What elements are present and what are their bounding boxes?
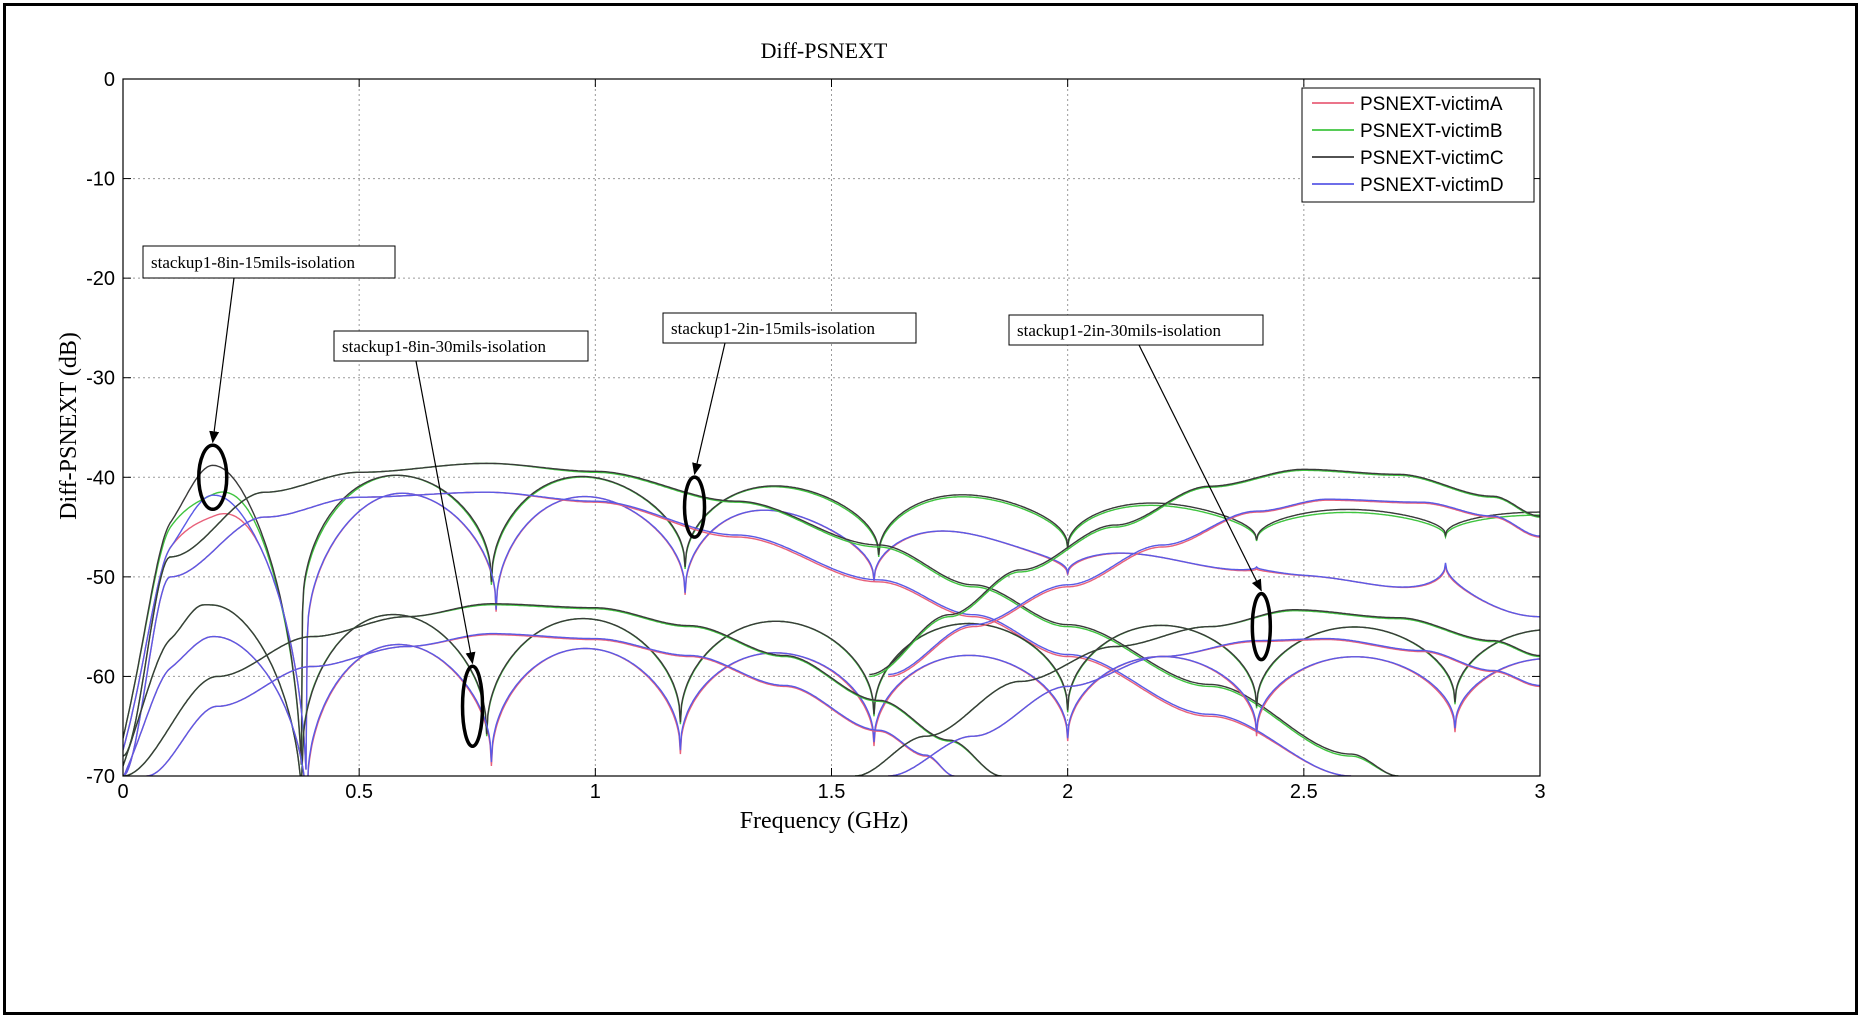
series-line-psnext-victimb — [869, 469, 1540, 678]
x-tick-label: 0 — [117, 781, 128, 803]
y-tick-label: 0 — [104, 69, 115, 91]
series-line-psnext-victimd — [123, 492, 1540, 770]
x-tick-label: 1.5 — [818, 781, 846, 803]
annotation: stackup1-2in-15mils-isolation — [662, 312, 917, 539]
curve-group — [123, 464, 1540, 770]
x-tick-label: 0.5 — [345, 781, 373, 803]
x-axis-label: Frequency (GHz) — [740, 808, 909, 834]
annotation-label: stackup1-8in-30mils-isolation — [342, 337, 546, 356]
series-line-psnext-victimc — [855, 609, 1540, 776]
series-line-psnext-victimd — [123, 635, 1540, 776]
series-line-psnext-victimd — [123, 491, 1352, 776]
curve-group — [855, 609, 1540, 776]
curve-group — [123, 462, 1399, 776]
series-line-psnext-victimc — [123, 462, 1399, 776]
y-axis-label: Diff-PSNEXT (dB) — [56, 332, 82, 520]
legend-label: PSNEXT-victimC — [1360, 148, 1504, 169]
annotation-arrow — [209, 277, 235, 444]
series-line-psnext-victimc — [123, 603, 1002, 776]
chart-title: Diff-PSNEXT — [761, 38, 888, 63]
y-tick-label: -70 — [86, 766, 115, 788]
x-tick-label: 1 — [590, 781, 601, 803]
curve-group — [869, 468, 1540, 678]
curves — [123, 462, 1540, 776]
annotation: stackup1-2in-30mils-isolation — [1008, 314, 1273, 662]
annotation-ellipse — [196, 443, 229, 512]
annotation-ellipse — [460, 664, 485, 749]
y-tick-label: -50 — [86, 567, 115, 589]
y-tick-label: -20 — [86, 268, 115, 290]
annotation-arrow — [692, 342, 726, 476]
series-line-psnext-victimd — [146, 632, 955, 776]
annotation-arrow — [1138, 344, 1262, 592]
y-tick-label: -40 — [86, 467, 115, 489]
legend-label: PSNEXT-victimB — [1360, 121, 1503, 142]
x-tick-label: 2 — [1062, 781, 1073, 803]
series-line-psnext-victimd — [888, 498, 1540, 676]
grid — [123, 79, 1540, 776]
series-line-psnext-victimc — [869, 468, 1540, 676]
legend-box — [1301, 87, 1535, 203]
series-line-psnext-victimc — [123, 464, 1540, 765]
y-tick-label: -60 — [86, 666, 115, 688]
legend-label: PSNEXT-victimA — [1360, 94, 1503, 115]
series-line-psnext-victimd — [888, 637, 1540, 776]
x-tick-label: 2.5 — [1290, 781, 1318, 803]
series-line-psnext-victimb — [123, 474, 1540, 765]
annotation-ellipse — [1250, 591, 1273, 662]
annotations: stackup1-8in-15mils-isolation stackup1-8i… — [142, 245, 1273, 749]
annotation-arrow — [415, 360, 476, 665]
axes: 0 0.5 1 1.5 2 2.5 3 0 -10 -20 -30 -40 -50 -60 -70 — [86, 69, 1545, 803]
figure-frame: 0 0.5 1 1.5 2 2.5 3 0 -10 -20 -30 -40 -50 -60 -70 stac… — [3, 3, 1858, 1015]
x-tick-label: 3 — [1534, 781, 1545, 803]
annotation: stackup1-8in-15mils-isolation — [142, 245, 396, 512]
annotation-box — [1008, 314, 1264, 346]
annotation: stackup1-8in-30mils-isolation — [333, 330, 589, 749]
chart: 0 0.5 1 1.5 2 2.5 3 0 -10 -20 -30 -40 -50 -60 -70 stac… — [56, 38, 1546, 834]
legend: PSNEXT-victimA PSNEXT-victimB PSNEXT-victi… — [1301, 87, 1535, 203]
annotation-label: stackup1-2in-30mils-isolation — [1017, 321, 1221, 340]
y-tick-label: -10 — [86, 169, 115, 191]
annotation-label: stackup1-2in-15mils-isolation — [671, 319, 875, 338]
annotation-box — [662, 312, 917, 344]
annotation-label: stackup1-8in-15mils-isolation — [151, 253, 355, 272]
series-line-psnext-victima — [888, 499, 1540, 678]
legend-label: PSNEXT-victimD — [1360, 175, 1504, 196]
curve-group — [123, 603, 1002, 776]
annotation-box — [142, 245, 396, 279]
annotation-box — [333, 330, 589, 362]
y-tick-label: -30 — [86, 368, 115, 390]
annotation-ellipse — [682, 475, 707, 539]
